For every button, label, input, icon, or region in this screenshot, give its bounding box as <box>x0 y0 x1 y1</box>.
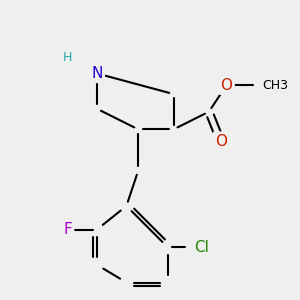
Text: N: N <box>91 66 103 81</box>
Text: O: O <box>215 134 227 149</box>
Text: H: H <box>63 51 72 64</box>
Text: F: F <box>63 222 72 237</box>
Text: CH3: CH3 <box>262 79 288 92</box>
Text: O: O <box>220 78 232 93</box>
Text: Cl: Cl <box>194 240 209 255</box>
